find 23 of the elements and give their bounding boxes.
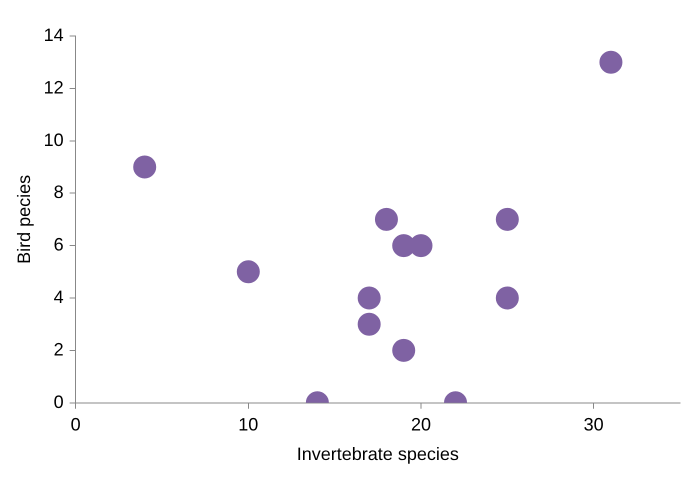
x-tick-label: 10 [238, 414, 258, 435]
x-tick-label: 30 [584, 414, 604, 435]
point [392, 338, 416, 362]
point [358, 312, 381, 336]
y-tick-label: 14 [44, 24, 64, 45]
y-axis-title: Bird pecies [14, 174, 34, 264]
point [496, 208, 519, 231]
y-tick-label: 10 [44, 130, 64, 150]
y-tick-label: 2 [54, 339, 64, 360]
point [133, 156, 156, 178]
y-tick-label: 8 [54, 182, 64, 202]
x-axis-title: Invertebrate species [296, 444, 459, 464]
y-tick-label: 12 [44, 77, 64, 98]
x-tick-label: 0 [70, 414, 81, 435]
point [374, 208, 398, 231]
y-tick-label: 0 [54, 392, 64, 412]
y-tick-label: 4 [54, 286, 64, 307]
x-tick-label: 20 [410, 414, 431, 435]
point [358, 286, 381, 310]
point [599, 50, 622, 74]
point [496, 286, 519, 310]
point [236, 260, 260, 284]
y-tick-label: 6 [54, 234, 64, 255]
